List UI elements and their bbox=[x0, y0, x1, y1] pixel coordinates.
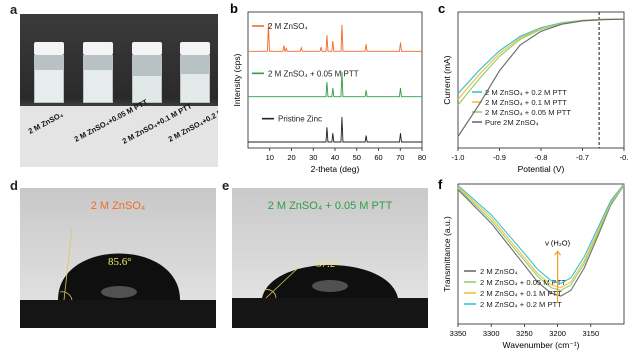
x-tick-label-f-1: 3300 bbox=[483, 329, 500, 338]
legend-label-c-3: Pure 2M ZnSO₄ bbox=[485, 118, 539, 127]
series-line-f-1 bbox=[457, 185, 625, 291]
panel-label-c: c bbox=[438, 1, 445, 16]
tangent-line-d bbox=[63, 227, 73, 301]
series-line-b-1 bbox=[248, 71, 422, 98]
x-tick-label-b-3: 40 bbox=[331, 153, 339, 162]
panel-label-a: a bbox=[10, 2, 18, 17]
x-tick-label-b-7: 80 bbox=[418, 153, 426, 162]
x-axis-label-c: Potential (V) bbox=[518, 164, 565, 174]
series-line-f-3 bbox=[457, 183, 625, 284]
x-tick-label-c-4: -0. bbox=[620, 153, 629, 162]
series-line-f-0 bbox=[457, 185, 625, 297]
series-line-f-2 bbox=[457, 185, 625, 289]
legend-label-c-0: 2 M ZnSO₄ + 0.2 M PTT bbox=[485, 88, 567, 97]
series-line-b-2 bbox=[248, 117, 422, 143]
panel-e-title: 2 M ZnSO₄ + 0.05 M PTT bbox=[267, 200, 393, 212]
droplet-d bbox=[58, 253, 180, 300]
tangent-line-e bbox=[265, 267, 299, 299]
x-tick-label-b-6: 70 bbox=[396, 153, 404, 162]
contact-angle-e: 57.2° bbox=[316, 258, 340, 270]
x-tick-label-c-1: -0.9 bbox=[493, 153, 506, 162]
x-tick-label-c-2: -0.8 bbox=[535, 153, 548, 162]
x-tick-label-b-0: 10 bbox=[266, 153, 274, 162]
x-tick-label-b-4: 50 bbox=[353, 153, 361, 162]
x-tick-label-f-0: 3350 bbox=[450, 329, 467, 338]
legend-label-b-0: 2 M ZnSO₄ bbox=[268, 22, 308, 31]
x-axis-label-f: Wavenumber (cm⁻¹) bbox=[503, 340, 580, 350]
vial-1 bbox=[34, 42, 64, 103]
x-tick-label-f-3: 3200 bbox=[549, 329, 566, 338]
legend-label-f-0: 2 M ZnSO₄ bbox=[480, 267, 518, 276]
x-tick-label-b-5: 60 bbox=[374, 153, 382, 162]
vials-photo: 2 M ZnSO₄ 2 M ZnSO₄+0.05 M PTT 2 M ZnSO₄… bbox=[20, 14, 218, 167]
panel-d-title: 2 M ZnSO₄ bbox=[90, 200, 146, 212]
y-axis-label-f: Transmittance (a.u.) bbox=[442, 216, 452, 292]
x-tick-label-b-2: 30 bbox=[309, 153, 317, 162]
legend-label-f-1: 2 M ZnSO₄ + 0.05 M PTT bbox=[480, 278, 566, 287]
vial-3 bbox=[132, 42, 162, 103]
panel-label-d: d bbox=[10, 178, 18, 193]
x-tick-label-c-0: -1.0 bbox=[452, 153, 465, 162]
x-axis-label-b: 2-theta (deg) bbox=[311, 164, 360, 174]
series-line-b-0 bbox=[248, 23, 422, 52]
plot-frame-f bbox=[457, 183, 625, 325]
plot-frame-b bbox=[247, 11, 423, 149]
legend-label-f-3: 2 M ZnSO₄ + 0.2 M PTT bbox=[480, 300, 562, 309]
x-tick-label-c-3: -0.7 bbox=[576, 153, 589, 162]
vials-photo-svg: 2 M ZnSO₄ 2 M ZnSO₄+0.05 M PTT 2 M ZnSO₄… bbox=[20, 14, 218, 167]
legend-label-b-1: 2 M ZnSO₄ + 0.05 M PTT bbox=[268, 69, 359, 78]
annotation-text-f: ν (H₂O) bbox=[545, 239, 570, 248]
chart-b-xrd: b 2 M ZnSO₄ 2 M ZnSO₄ + 0.05 M PTT Pristine… bbox=[230, 1, 426, 174]
vial-4 bbox=[180, 42, 210, 103]
legend-label-b-2: Pristine Zinc bbox=[278, 115, 322, 124]
panel-label-b: b bbox=[230, 1, 238, 16]
annotation-arrowhead-f bbox=[554, 250, 562, 256]
series-line-c-3 bbox=[457, 18, 625, 137]
panel-label-f: f bbox=[438, 177, 443, 192]
contact-angle-photo-d bbox=[20, 188, 216, 328]
x-tick-label-b-1: 20 bbox=[287, 153, 295, 162]
y-axis-label-c: Current (mA) bbox=[442, 55, 452, 104]
x-tick-label-f-2: 3250 bbox=[516, 329, 533, 338]
y-axis-label-b: Intensity (cps) bbox=[232, 53, 242, 106]
legend-label-f-2: 2 M ZnSO₄ + 0.1 M PTT bbox=[480, 289, 562, 298]
legend-label-c-1: 2 M ZnSO₄ + 0.1 M PTT bbox=[485, 98, 567, 107]
chart-f-ftir: f 2 M ZnSO₄ 2 M ZnSO₄ + 0.05 M PTT 2 M ZnSO… bbox=[438, 177, 625, 350]
contact-angle-d: 85.6° bbox=[108, 256, 132, 268]
x-tick-label-f-4: 3150 bbox=[582, 329, 599, 338]
legend-label-c-2: 2 M ZnSO₄ + 0.05 M PTT bbox=[485, 108, 571, 117]
panel-label-e: e bbox=[222, 178, 230, 193]
vial-2 bbox=[83, 42, 113, 103]
contact-angle-photo-e bbox=[232, 188, 428, 328]
